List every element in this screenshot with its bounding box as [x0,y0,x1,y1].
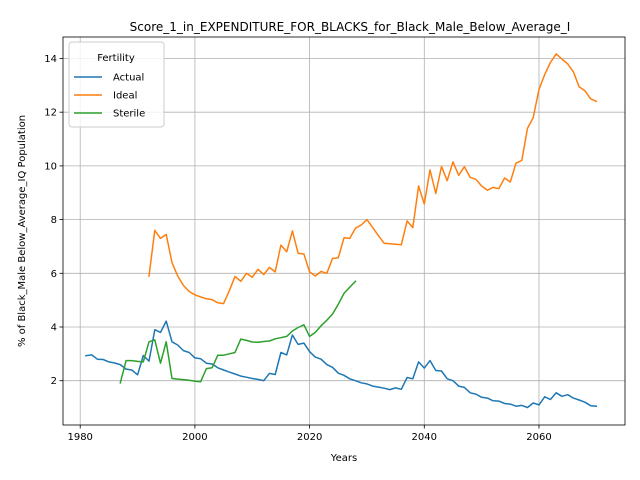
chart-title: Score_1_in_EXPENDITURE_FOR_BLACKS_for_Bl… [130,20,571,34]
legend-label-sterile: Sterile [113,109,145,120]
y-axis-label: % of Black_Male Below_Average_IQ Populat… [17,115,28,347]
axis-ticks: 1980 2000 2020 2040 2060 2 4 6 8 10 12 14 [44,54,551,443]
y-tick-label: 2 [51,376,57,387]
series-line-actual [85,320,598,409]
y-tick-label: 6 [51,269,57,280]
series-lines [85,53,598,409]
y-tick-label: 12 [44,108,57,119]
series-line-ideal [148,53,598,305]
legend-box [68,41,165,128]
grid [63,37,625,425]
legend-entries: Actual Ideal Sterile [74,73,145,120]
legend-label-ideal: Ideal [113,91,137,102]
x-tick-label: 2060 [526,432,551,443]
series-line-sterile [119,280,357,384]
x-tick-label: 2020 [297,432,322,443]
x-tick-label: 2040 [412,432,437,443]
legend-title: Fertility [97,53,135,64]
x-tick-label: 1980 [67,432,92,443]
y-tick-label: 4 [51,322,57,333]
x-axis-label: Years [330,453,357,464]
plot-frame [62,36,626,426]
legend: Fertility Actual Ideal Sterile [68,41,165,128]
y-tick-label: 10 [44,161,57,172]
y-tick-label: 8 [51,215,57,226]
y-tick-label: 14 [44,54,57,65]
legend-label-actual: Actual [113,73,144,84]
x-tick-label: 2000 [182,432,207,443]
